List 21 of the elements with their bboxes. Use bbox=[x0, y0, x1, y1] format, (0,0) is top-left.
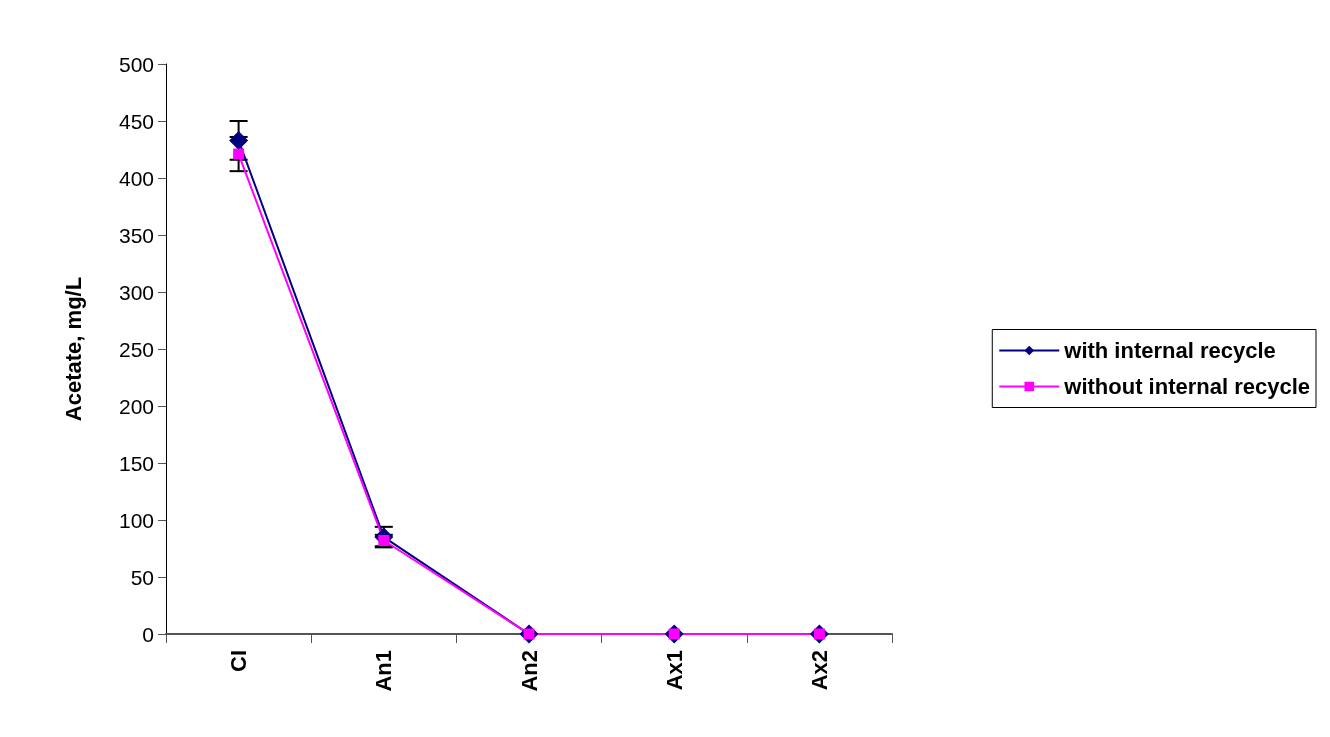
x-tick-label: CI bbox=[226, 650, 252, 672]
point bbox=[233, 148, 245, 160]
y-tick-label: 250 bbox=[118, 337, 154, 361]
y-tick-label: 200 bbox=[118, 394, 154, 418]
y-tick-label: 500 bbox=[118, 52, 154, 76]
y-axis-title: Acetate, mg/L bbox=[60, 276, 86, 422]
y-tick-label: 350 bbox=[118, 223, 154, 247]
legend-label: without internal recycle bbox=[1063, 374, 1311, 399]
y-tick-label: 150 bbox=[118, 451, 154, 475]
x-tick-label: An1 bbox=[371, 650, 397, 692]
y-tick-label: 300 bbox=[118, 280, 154, 304]
x-tick-label: Ax2 bbox=[806, 650, 832, 691]
x-tick-label: An2 bbox=[516, 650, 542, 692]
y-tick-label: 400 bbox=[118, 166, 154, 190]
legend-label: with internal recycle bbox=[1063, 338, 1276, 363]
y-tick-label: 50 bbox=[130, 565, 154, 589]
x-tick-label: Ax1 bbox=[661, 650, 687, 691]
y-tick-label: 0 bbox=[142, 622, 154, 646]
y-tick-label: 100 bbox=[118, 508, 154, 532]
y-tick-label: 450 bbox=[118, 109, 154, 133]
point bbox=[229, 130, 249, 150]
